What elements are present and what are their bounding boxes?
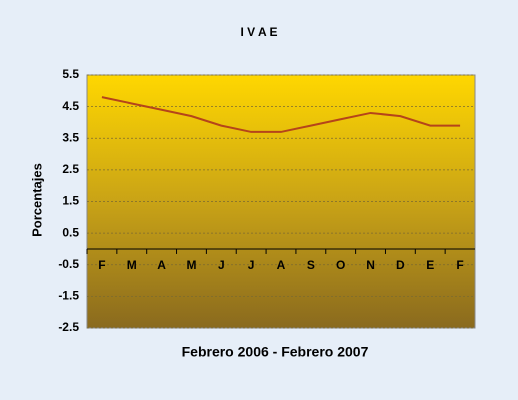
y-tick-label: 0.5 (62, 225, 79, 239)
y-axis-label: Porcentajes (29, 163, 44, 237)
x-tick-label: F (456, 258, 463, 272)
x-tick-label: J (248, 258, 255, 272)
x-tick-label: J (218, 258, 225, 272)
x-tick-label: E (426, 258, 434, 272)
x-tick-label: A (277, 258, 286, 272)
y-tick-label: -2.5 (58, 320, 79, 334)
x-tick-label: F (98, 258, 105, 272)
x-tick-label: D (396, 258, 405, 272)
chart-title: I V A E (240, 25, 277, 39)
x-tick-label: A (157, 258, 166, 272)
y-tick-label: 5.5 (62, 67, 79, 81)
y-tick-label: -0.5 (58, 257, 79, 271)
x-tick-label: N (366, 258, 375, 272)
y-tick-label: 1.5 (62, 194, 79, 208)
y-tick-label: 4.5 (62, 99, 79, 113)
y-tick-label: 2.5 (62, 162, 79, 176)
y-tick-label: -1.5 (58, 289, 79, 303)
x-tick-label: O (336, 258, 345, 272)
y-tick-label: 3.5 (62, 130, 79, 144)
x-axis-label: Febrero 2006 - Febrero 2007 (182, 344, 369, 360)
x-tick-label: M (186, 258, 196, 272)
x-tick-label: S (307, 258, 315, 272)
x-tick-label: M (127, 258, 137, 272)
data-line (101, 96, 461, 133)
